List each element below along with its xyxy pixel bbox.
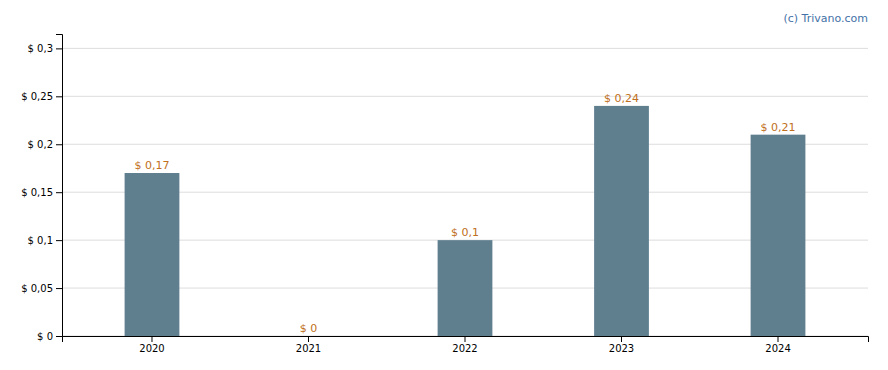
bar [125,173,180,336]
tick: $ 0,3 [28,43,62,54]
tick-mark [56,48,62,49]
tick-label: 2024 [765,343,790,354]
tick: 2024 [765,336,790,354]
tick-label: $ 0,15 [21,187,53,198]
y-axis: $ 0 $ 0,05 $ 0,1 $ 0,15 $ 0,2 $ 0,25 $ 0,3 [21,35,62,342]
data-label: $ 0,1 [451,226,479,239]
bar [438,240,493,336]
tick-label: 2023 [609,343,634,354]
grid [62,48,868,336]
tick-mark [621,336,622,342]
tick-mark [465,336,466,342]
grid-line [62,192,868,193]
tick: $ 0,15 [21,187,62,198]
annotation: (c) Trivano.com [783,12,868,25]
x-axis: 2020 2021 2022 2023 2024 [63,336,869,354]
grid-line [62,96,868,97]
bars [125,106,806,336]
tick-mark [151,336,152,342]
tick-label: $ 0 [37,331,53,342]
tick-mark [56,336,62,337]
tick: $ 0,2 [28,139,62,150]
plot: $ 0 $ 0,05 $ 0,1 $ 0,15 $ 0,2 $ 0,25 $ 0,3 2020… [21,12,868,354]
tick-label: $ 0,25 [21,91,53,102]
tick-label: $ 0,3 [28,43,53,54]
bar [751,135,806,336]
tick-mark [778,336,779,342]
data-label: $ 0 [300,322,318,335]
data-label: $ 0,21 [761,121,796,134]
tick-label: 2021 [296,343,321,354]
tick-mark [56,192,62,193]
tick: 2021 [296,336,321,354]
tick: $ 0,1 [28,235,62,246]
chart: $ 0 $ 0,05 $ 0,1 $ 0,15 $ 0,2 $ 0,25 $ 0,3 2020… [0,0,888,370]
tick-mark [308,336,309,342]
data-labels: $ 0,17 $ 0 $ 0,1 $ 0,24 $ 0,21 [134,92,795,335]
tick: $ 0 [37,331,62,342]
tick-mark [56,288,62,289]
axis-line [56,35,63,337]
data-label: $ 0,24 [604,92,639,105]
tick-mark [56,240,62,241]
bar [281,336,336,337]
tick-label: $ 0,1 [28,235,53,246]
axis-line [63,337,869,343]
tick: 2022 [452,336,477,354]
tick-mark [56,96,62,97]
tick-label: 2020 [139,343,164,354]
tick: $ 0,05 [21,283,62,294]
tick-label: $ 0,2 [28,139,53,150]
grid-line [62,48,868,49]
data-label: $ 0,17 [134,159,169,172]
tick-label: 2022 [452,343,477,354]
bar [594,106,649,336]
tick-label: $ 0,05 [21,283,53,294]
tick-mark [56,144,62,145]
tick: 2023 [609,336,634,354]
grid-line [62,144,868,145]
tick: $ 0,25 [21,91,62,102]
tick: 2020 [139,336,164,354]
